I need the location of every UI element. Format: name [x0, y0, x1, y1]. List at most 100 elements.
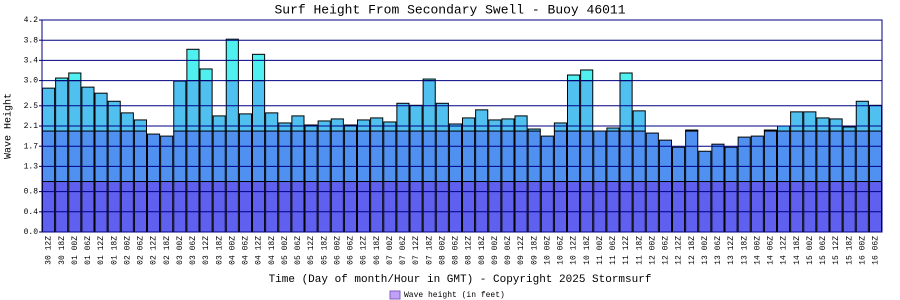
bar-segment	[133, 119, 147, 132]
y-tick-label: 3.0	[24, 77, 39, 86]
y-tick-label: 4.2	[24, 16, 39, 25]
y-tick-label: 2.5	[24, 102, 39, 111]
bar-segment	[632, 110, 646, 132]
bar-segment	[829, 181, 843, 233]
x-tick-label: 01 00Z	[71, 236, 80, 265]
x-tick-label: 09 06Z	[504, 236, 513, 265]
x-tick-label: 02 06Z	[137, 236, 146, 265]
x-tick-label: 01 12Z	[97, 236, 106, 265]
bar-segment	[619, 181, 633, 233]
bar-segment	[501, 181, 515, 233]
bar-segment	[803, 130, 817, 183]
x-tick-label: 11 00Z	[596, 236, 605, 265]
bar-segment	[252, 181, 266, 233]
bar-segment	[186, 130, 200, 183]
bar-segment	[777, 125, 791, 132]
x-tick-label: 13 12Z	[727, 236, 736, 265]
chart-title: Surf Height From Secondary Swell - Buoy …	[274, 2, 625, 17]
y-tick-label: 0.8	[24, 188, 39, 197]
bar-segment	[317, 130, 331, 183]
x-axis-label: Time (Day of month/Hour in GMT) - Copyri…	[269, 274, 652, 286]
bar-segment	[68, 181, 82, 233]
x-tick-label: 14 12Z	[780, 236, 789, 265]
bar-segment	[803, 111, 817, 132]
bar-segment	[672, 146, 686, 183]
bar-segment	[147, 133, 161, 183]
bar-segment	[658, 181, 672, 233]
bar-segment	[42, 87, 56, 132]
x-tick-label: 09 12Z	[517, 236, 526, 265]
x-tick-label: 13 06Z	[714, 236, 723, 265]
bar-segment	[567, 181, 581, 233]
bar-segment	[265, 130, 279, 183]
bar-segment	[225, 181, 239, 233]
x-tick-label: 10 18Z	[583, 236, 592, 265]
y-tick-label: 3.4	[24, 56, 39, 65]
bar-segment	[685, 130, 699, 183]
bar-segment	[383, 121, 397, 132]
bar-segment	[160, 181, 174, 233]
x-tick-label: 05 18Z	[320, 236, 329, 265]
bar-segment	[580, 130, 594, 183]
x-tick-label: 14 00Z	[753, 236, 762, 265]
bar-segment	[186, 48, 200, 82]
bar-segment	[632, 130, 646, 183]
bar-segment	[199, 181, 213, 233]
bar-segment	[42, 181, 56, 233]
x-tick-label: 04 06Z	[242, 236, 251, 265]
bar-segment	[370, 130, 384, 183]
bar-segment	[160, 135, 174, 183]
x-tick-label: 02 12Z	[150, 236, 159, 265]
bar-segment	[816, 130, 830, 183]
bar-segment	[212, 115, 226, 132]
bar-segment	[777, 181, 791, 233]
bar-segment	[842, 126, 856, 132]
bar-segment	[304, 181, 318, 233]
bar-segment	[488, 130, 502, 183]
x-tick-label: 05 00Z	[281, 236, 290, 265]
bar-segment	[763, 130, 777, 183]
x-tick-label: 05 12Z	[307, 236, 316, 265]
bar-segment	[330, 118, 344, 132]
bar-segment	[632, 181, 646, 233]
bar-segment	[81, 86, 95, 132]
bar-segment	[868, 130, 882, 183]
x-tick-label: 11 06Z	[609, 236, 618, 265]
bar-segment	[265, 181, 279, 233]
x-tick-label: 06 06Z	[347, 236, 356, 265]
bar-segment	[357, 119, 371, 132]
x-tick-label: 05 06Z	[294, 236, 303, 265]
bar-segment	[55, 130, 69, 183]
bar-segment	[278, 130, 292, 183]
bar-segment	[763, 129, 777, 132]
bar-segment	[619, 130, 633, 183]
bar-segment	[606, 181, 620, 233]
bar-segment	[343, 124, 357, 132]
bar-segment	[593, 130, 607, 183]
x-tick-label: 03 00Z	[176, 236, 185, 265]
bar-segment	[357, 130, 371, 183]
x-tick-label: 07 06Z	[399, 236, 408, 265]
bar-segment	[107, 100, 121, 132]
bar-segment	[409, 104, 423, 132]
bar-segment	[225, 38, 239, 82]
x-tick-label: 03 18Z	[215, 236, 224, 265]
bar-segment	[619, 72, 633, 82]
bar-segment	[81, 181, 95, 233]
bar-segment	[553, 181, 567, 233]
bar-segment	[291, 181, 305, 233]
bar-segment	[540, 181, 554, 233]
x-tick-label: 10 00Z	[543, 236, 552, 265]
bar-segment	[55, 181, 69, 233]
bar-segment	[580, 69, 594, 82]
bar-segment	[527, 181, 541, 233]
legend-label: Wave height (in feet)	[404, 291, 505, 300]
bar-segment	[724, 146, 738, 183]
bar-segment	[238, 113, 252, 132]
bar-segment	[396, 130, 410, 183]
bar-segment	[225, 130, 239, 183]
x-tick-label: 03 12Z	[202, 236, 211, 265]
bar-segment	[488, 181, 502, 233]
bar-segment	[199, 130, 213, 183]
